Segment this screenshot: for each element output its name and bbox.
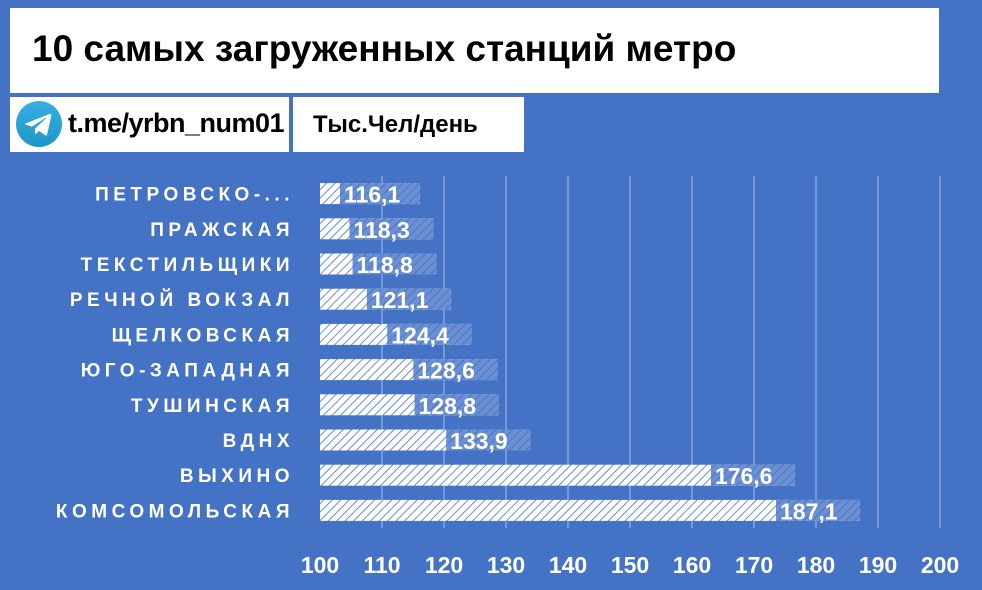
category-labels: ПЕТРОВСКО-... ПРАЖСКАЯ ТЕКСТИЛЬЩИКИ РЕЧНОЙ … [56, 185, 294, 523]
x-tick-label: 120 [425, 552, 463, 578]
data-label-background [387, 323, 472, 345]
category-label: ТЕКСТИЛЬЩИКИ [81, 255, 294, 276]
data-label: 128,8 [419, 393, 477, 419]
data-label-background [366, 288, 451, 310]
unit-label: Тыс.Чел/день [313, 111, 478, 138]
data-label: 133,9 [450, 428, 508, 454]
telegram-icon [16, 101, 62, 147]
data-label-background [414, 394, 499, 416]
telegram-link[interactable]: t.me/yrbn_num01 [68, 108, 285, 138]
x-tick-label: 130 [487, 552, 525, 578]
x-tick-label: 190 [859, 552, 897, 578]
x-tick-label: 110 [363, 552, 400, 578]
x-tick-label: 160 [673, 552, 711, 578]
category-label: ЮГО-ЗАПАДНАЯ [81, 361, 294, 382]
bars: 116,1 118,3 118,8 121,1 124,4 128,6 128,8 133,9… [320, 182, 861, 524]
data-label: 118,3 [353, 217, 409, 243]
chart-title: 10 самых загруженных станций метро [32, 28, 737, 69]
data-label-background [710, 464, 795, 486]
x-tick-label: 180 [797, 552, 835, 578]
x-tick-label: 150 [611, 552, 649, 578]
data-label-background [413, 359, 498, 381]
data-label: 121,1 [371, 287, 429, 313]
data-label-background [349, 218, 434, 240]
x-tick-label: 140 [549, 552, 587, 578]
category-label: ПЕТРОВСКО-... [95, 185, 294, 206]
data-label: 128,6 [417, 358, 475, 384]
category-label: ПРАЖСКАЯ [150, 220, 294, 241]
data-label-background [776, 499, 861, 521]
category-label: ЩЕЛКОВСКАЯ [112, 325, 294, 346]
bar [320, 464, 795, 486]
data-label: 116,1 [344, 182, 400, 208]
category-label: РЕЧНОЙ ВОКЗАЛ [70, 289, 294, 311]
title-box: 10 самых загруженных станций метро [10, 8, 939, 93]
x-axis-ticks: 100 110 120 130 140 150 160 170 180 190 200 [301, 552, 959, 578]
x-tick-label: 200 [921, 552, 959, 578]
data-label-background [352, 253, 437, 275]
bar [320, 499, 861, 521]
category-label: КОМСОМОЛЬСКАЯ [56, 501, 294, 522]
data-label: 124,4 [391, 322, 449, 348]
category-label: ВДНХ [223, 431, 294, 452]
data-label: 187,1 [780, 498, 838, 524]
x-tick-label: 100 [301, 552, 339, 578]
telegram-link-box[interactable]: t.me/yrbn_num01 [10, 97, 289, 152]
x-tick-label: 170 [735, 552, 773, 578]
category-label: ТУШИНСКАЯ [131, 396, 294, 417]
data-label-background [340, 183, 420, 205]
data-label: 118,8 [357, 252, 413, 278]
category-label: ВЫХИНО [180, 466, 294, 487]
data-label-background [446, 429, 531, 451]
unit-box: Тыс.Чел/день [293, 97, 524, 152]
data-label: 176,6 [715, 463, 773, 489]
